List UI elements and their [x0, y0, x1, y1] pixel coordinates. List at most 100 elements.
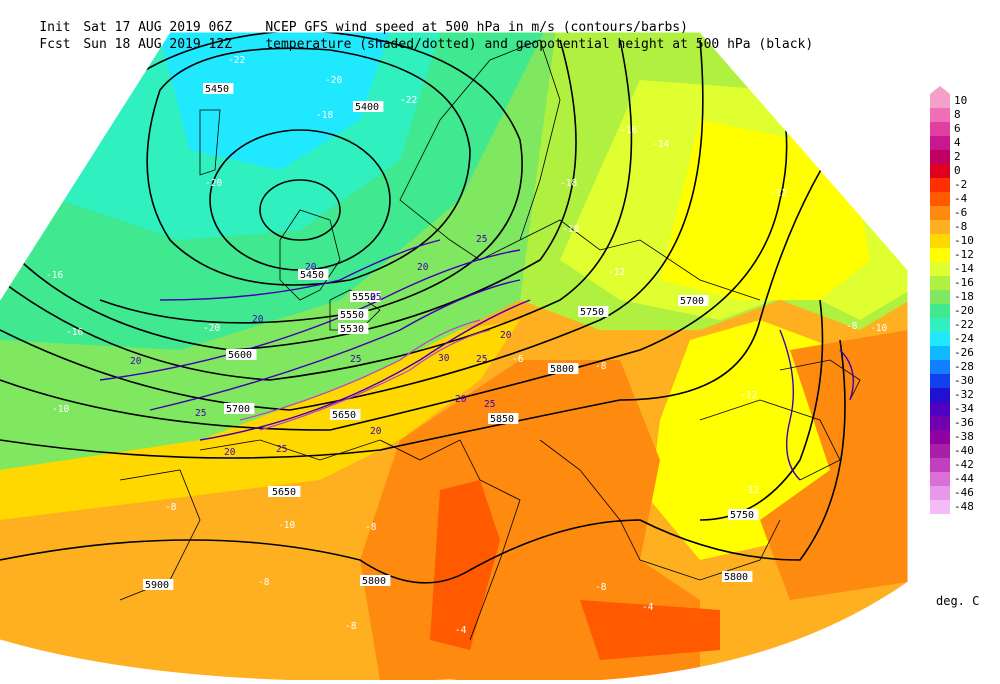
temperature-contour-label: -10 [52, 404, 69, 415]
forecast-date: Sun 18 AUG 2019 12Z [83, 37, 233, 52]
scale-label: -38 [954, 430, 974, 443]
scale-label: -48 [954, 500, 974, 513]
scale-label: -12 [954, 248, 974, 261]
scale-label: -14 [954, 262, 974, 275]
wind-speed-label: 20 [500, 330, 512, 341]
temperature-labels: -22 -20 -22 -20 -18 -16 -16 -14 -12 -12 -12 -18 -20 -… [46, 55, 887, 636]
scale-label: -36 [954, 416, 974, 429]
temperature-contour-label: -8 [595, 361, 607, 372]
scale-swatch [930, 444, 950, 458]
scale-swatch [930, 192, 950, 206]
height-contours [0, 32, 871, 584]
temperature-contour-label: -20 [203, 323, 220, 334]
scale-swatch [930, 374, 950, 388]
wind-speed-label: 20 [305, 262, 317, 273]
height-contour-label-bg [728, 509, 759, 520]
scale-top-arrow [930, 86, 950, 94]
height-contour-label: 5750 [730, 510, 754, 521]
scale-swatch [930, 500, 950, 514]
temperature-contour-label: -16 [620, 125, 637, 136]
height-contour-label-bg [298, 269, 329, 280]
scale-swatch [930, 262, 950, 276]
scale-swatch [930, 122, 950, 136]
scale-swatch [930, 486, 950, 500]
scale-label: -42 [954, 458, 974, 471]
scale-label: 10 [954, 94, 968, 107]
scale-swatch [930, 458, 950, 472]
scale-label: -40 [954, 444, 974, 457]
temperature-contour-label: -10 [870, 323, 887, 334]
scale-label: -8 [954, 220, 968, 233]
temperature-contour-label: -6 [512, 354, 524, 365]
scale-label: -34 [954, 402, 974, 415]
height-contour-label-bg [353, 101, 384, 112]
height-contour-label-bg [338, 309, 369, 320]
scale-label: -6 [954, 206, 968, 219]
height-contour-label: 5650 [272, 487, 296, 498]
wind-speed-label: 30 [438, 353, 450, 364]
temperature-contour-label: -8 [345, 621, 357, 632]
height-contour-label-bg [224, 403, 255, 414]
scale-swatch [930, 108, 950, 122]
height-contour-label-bg [360, 575, 391, 586]
height-contour-label: 5550 [352, 292, 376, 303]
scale-label: -10 [954, 234, 974, 247]
scale-swatch [930, 178, 950, 192]
height-contour-label: 5650 [332, 410, 356, 421]
height-contour-label-bg [226, 349, 257, 360]
temperature-contour-label: -4 [642, 602, 654, 613]
height-contour-label: 5750 [580, 307, 604, 318]
scale-swatch [930, 94, 950, 108]
wind-labels: 20 25 20 25 30 20 25 20 25 20 25 20 20 25 20 25 [130, 234, 512, 458]
scale-label: 0 [954, 164, 961, 177]
height-contour-label: 5700 [680, 296, 704, 307]
temperature-shading [0, 32, 908, 680]
scale-swatch [930, 206, 950, 220]
temperature-contour-label: -8 [846, 321, 858, 332]
scale-label: -18 [954, 290, 974, 303]
init-date: Sat 17 AUG 2019 06Z [83, 20, 233, 35]
scale-swatch [930, 150, 950, 164]
height-contour-label: 5450 [300, 270, 324, 281]
temperature-contour-label: -12 [740, 390, 757, 401]
height-contour-label-bg [350, 291, 381, 302]
scale-swatch [930, 472, 950, 486]
height-labels: 5450540054505550560056005650570057505800… [143, 83, 759, 591]
temperature-contour-label: -16 [66, 327, 83, 338]
height-contour-label: 5450 [205, 84, 229, 95]
height-contour-label-bg [678, 295, 709, 306]
height-contour-label: 5850 [490, 414, 514, 425]
wind-speed-label: 25 [476, 234, 487, 245]
jet-core-contours [239, 319, 491, 431]
wind-speed-label: 20 [130, 356, 142, 367]
scale-label: 8 [954, 108, 961, 121]
scale-swatch [930, 388, 950, 402]
temperature-contour-label: -8 [595, 582, 607, 593]
temperature-contour-label: -18 [562, 224, 579, 235]
height-contour-label: 5800 [724, 572, 748, 583]
wind-speed-label: 20 [252, 314, 264, 325]
wind-speed-label: 20 [417, 262, 429, 273]
height-contour-label-bg [338, 323, 369, 334]
height-contour-label: 5400 [355, 102, 379, 113]
temperature-contour-label: -8 [258, 577, 270, 588]
scale-label: -4 [954, 192, 968, 205]
temperature-contour-label: -16 [46, 270, 63, 281]
temperature-contour-label: -14 [652, 139, 669, 150]
height-contour-label-bg [548, 363, 579, 374]
scale-label: -32 [954, 388, 974, 401]
scale-swatch [930, 290, 950, 304]
temperature-contour-label: -22 [228, 55, 245, 66]
temperature-contour-label: -8 [165, 502, 177, 513]
wind-speed-label: 20 [455, 394, 467, 405]
height-contour-label: 5800 [550, 364, 574, 375]
scale-swatch [930, 332, 950, 346]
scale-label: 6 [954, 122, 961, 135]
scale-swatch [930, 416, 950, 430]
scale-swatch [930, 164, 950, 178]
init-label: Init [39, 20, 71, 35]
scale-swatch [930, 318, 950, 332]
height-contour-label: 5700 [226, 404, 250, 415]
